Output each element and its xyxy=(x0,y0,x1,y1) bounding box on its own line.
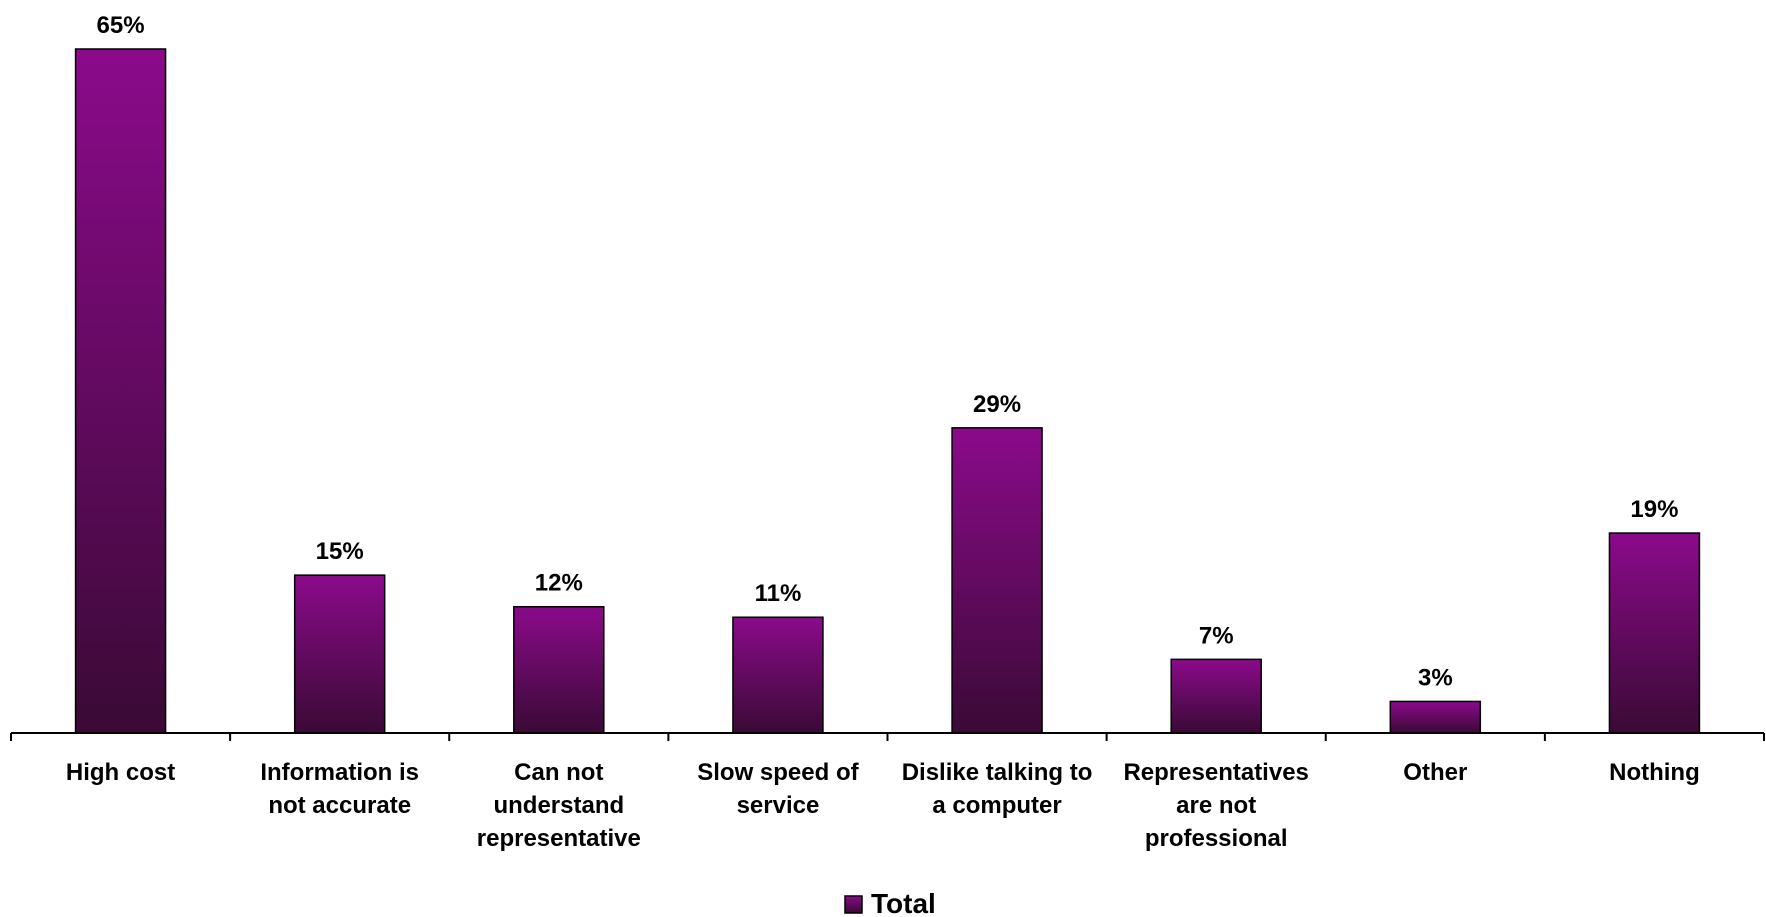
bars-group xyxy=(74,48,1701,734)
bar-4 xyxy=(951,427,1043,734)
legend: Total xyxy=(844,888,936,917)
data-label-4: 29% xyxy=(973,391,1021,418)
data-label-3: 11% xyxy=(755,580,802,607)
data-label-2: 12% xyxy=(535,570,583,597)
bar-3 xyxy=(732,616,824,734)
category-label-1: Information is not accurate xyxy=(260,759,419,819)
data-labels-group: 65% 15% 12% 11% 29% 7% 3% 19% xyxy=(97,12,1679,691)
legend-label-total: Total xyxy=(871,888,936,917)
bar-2 xyxy=(513,605,605,734)
category-label-7: Nothing xyxy=(1609,759,1700,786)
x-axis xyxy=(10,732,1765,741)
category-label-6: Other xyxy=(1403,759,1467,786)
data-label-5: 7% xyxy=(1199,622,1234,649)
data-label-0: 65% xyxy=(97,12,145,39)
category-label-2: Can not understand representative xyxy=(477,759,641,852)
data-label-6: 3% xyxy=(1418,664,1453,691)
category-label-4: Dislike talking to a computer xyxy=(902,759,1093,819)
category-label-5: Representatives are not professional xyxy=(1123,759,1308,852)
bar-0 xyxy=(74,48,167,734)
legend-swatch xyxy=(844,895,863,914)
data-label-1: 15% xyxy=(316,538,364,565)
bar-5 xyxy=(1170,658,1262,734)
category-labels-group: High cost Information is not accurate Can n… xyxy=(66,759,1700,852)
bar-1 xyxy=(293,574,386,734)
category-label-3: Slow speed of service xyxy=(697,759,859,819)
bar-7 xyxy=(1608,532,1701,734)
data-label-7: 19% xyxy=(1630,496,1678,523)
bar-6 xyxy=(1389,700,1482,734)
category-label-0: High cost xyxy=(66,759,175,786)
